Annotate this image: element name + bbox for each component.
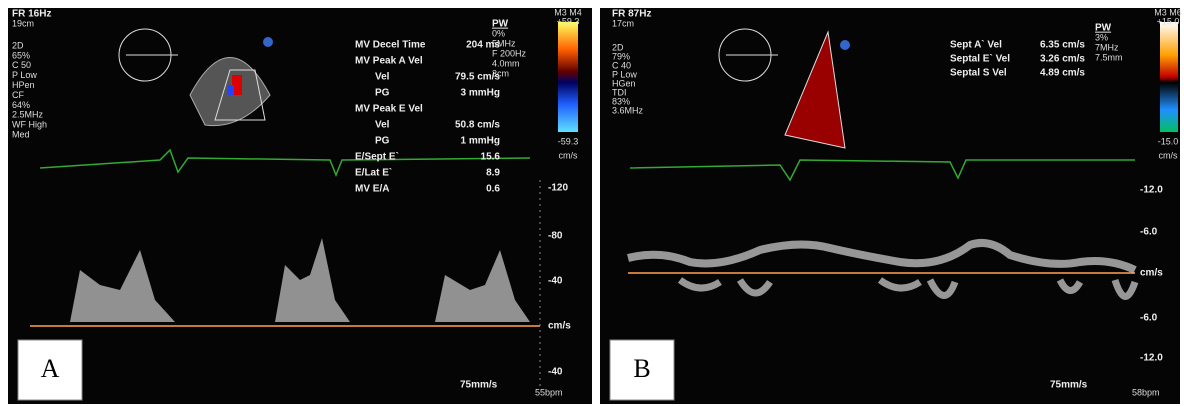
measurement-label: Sept A` Vel xyxy=(950,40,1002,51)
pw-setting: 3cm xyxy=(492,68,509,78)
panel-label: B xyxy=(633,354,650,383)
colorbar-min: -59.3 xyxy=(558,136,579,146)
colorbar-max: +59.3 xyxy=(557,16,580,26)
setting: 2D xyxy=(12,40,24,50)
panel-a-graphics xyxy=(30,22,578,390)
panel-b xyxy=(600,8,1180,404)
measurement-value: 6.35 cm/s xyxy=(1040,40,1085,51)
heart-rate: 55bpm xyxy=(535,387,563,397)
depth: 19cm xyxy=(12,18,34,28)
pw-setting: 0% xyxy=(492,28,505,38)
pw-setting: F 200Hz xyxy=(492,48,527,58)
setting: 64% xyxy=(12,100,30,110)
measurement-label: Vel xyxy=(375,120,390,131)
measurement-label: PG xyxy=(375,88,390,99)
scale-label: -40 xyxy=(548,276,563,287)
pw-setting: 5MHz xyxy=(492,38,516,48)
measurement-value: 1 mmHg xyxy=(461,136,500,147)
measurement-label: MV Peak E Vel xyxy=(355,104,423,115)
setting: 3.6MHz xyxy=(612,105,644,115)
setting: C 50 xyxy=(12,60,31,70)
setting: Med xyxy=(12,129,30,139)
setting: 83% xyxy=(612,96,630,106)
measurement-label: E/Lat E` xyxy=(355,168,392,179)
measurement-label: MV Decel Time xyxy=(355,40,426,51)
setting: TDI xyxy=(612,87,627,97)
setting: C 40 xyxy=(612,60,631,70)
colorbar-unit: cm/s xyxy=(1159,150,1178,160)
setting: WF High xyxy=(12,120,47,130)
pw-setting: PW xyxy=(492,19,509,30)
measurement-value: 8.9 xyxy=(486,168,500,179)
measurement-value: 3.26 cm/s xyxy=(1040,54,1085,65)
measurement-value: 4.89 cm/s xyxy=(1040,68,1085,79)
scale-label: -80 xyxy=(548,231,563,242)
pw-setting: 7MHz xyxy=(1095,42,1119,52)
measurement-value: 3 mmHg xyxy=(461,88,500,99)
colorbar-max: +15.0 xyxy=(1157,16,1180,26)
measurement-value: 204 ms xyxy=(466,40,500,51)
measurement-value: 79.5 cm/s xyxy=(455,72,500,83)
setting: P Low xyxy=(12,70,37,80)
depth: 17cm xyxy=(612,18,634,28)
measurement-label: Septal S Vel xyxy=(950,68,1007,79)
measurement-label: Septal E` Vel xyxy=(950,54,1010,65)
panel-b-graphics xyxy=(627,22,1178,300)
pw-setting: PW xyxy=(1095,23,1112,34)
scale-label: -6.0 xyxy=(1140,313,1158,324)
colorbar-min: -15.0 xyxy=(1158,136,1179,146)
scale-label: -6.0 xyxy=(1140,227,1158,238)
pw-setting: 7.5mm xyxy=(1095,52,1123,62)
setting: P Low xyxy=(612,69,637,79)
setting: HPen xyxy=(12,80,35,90)
setting: HGen xyxy=(612,78,636,88)
colorbar-unit: cm/s xyxy=(559,150,578,160)
measurement-value: 15.6 xyxy=(481,152,501,163)
scale-label: cm/s xyxy=(548,321,571,332)
scale-label: -40 xyxy=(548,367,563,378)
measurement-value: 50.8 cm/s xyxy=(455,120,500,131)
scale-label: -12.0 xyxy=(1140,353,1163,364)
pw-setting: 3% xyxy=(1095,32,1108,42)
setting: 2D xyxy=(612,42,624,52)
setting: 79% xyxy=(612,51,630,61)
scale-label: cm/s xyxy=(1140,268,1163,279)
heart-rate: 58bpm xyxy=(1132,387,1160,397)
measurement-label: PG xyxy=(375,136,390,147)
setting: 65% xyxy=(12,50,30,60)
measurement-label: Vel xyxy=(375,72,390,83)
setting: 2.5MHz xyxy=(12,110,44,120)
label-box xyxy=(609,339,675,401)
sweep-speed: 75mm/s xyxy=(460,380,498,391)
colorbar-id: M3 M6 xyxy=(1154,7,1182,17)
panel-label: A xyxy=(41,354,60,383)
pw-setting: 4.0mm xyxy=(492,58,520,68)
sweep-speed: 75mm/s xyxy=(1050,380,1088,391)
scale-label: -120 xyxy=(548,183,568,194)
setting: CF xyxy=(12,90,24,100)
measurement-label: MV E/A xyxy=(355,184,389,195)
measurement-label: E/Sept E` xyxy=(355,152,399,163)
frame-rate: FR 87Hz xyxy=(612,9,651,20)
colorbar-id: M3 M4 xyxy=(554,7,582,17)
measurement-label: MV Peak A Vel xyxy=(355,56,423,67)
measurement-value: 0.6 xyxy=(486,184,500,195)
scale-label: -12.0 xyxy=(1140,185,1163,196)
frame-rate: FR 16Hz xyxy=(12,9,51,20)
panel-a xyxy=(8,8,592,404)
label-box xyxy=(17,339,83,401)
